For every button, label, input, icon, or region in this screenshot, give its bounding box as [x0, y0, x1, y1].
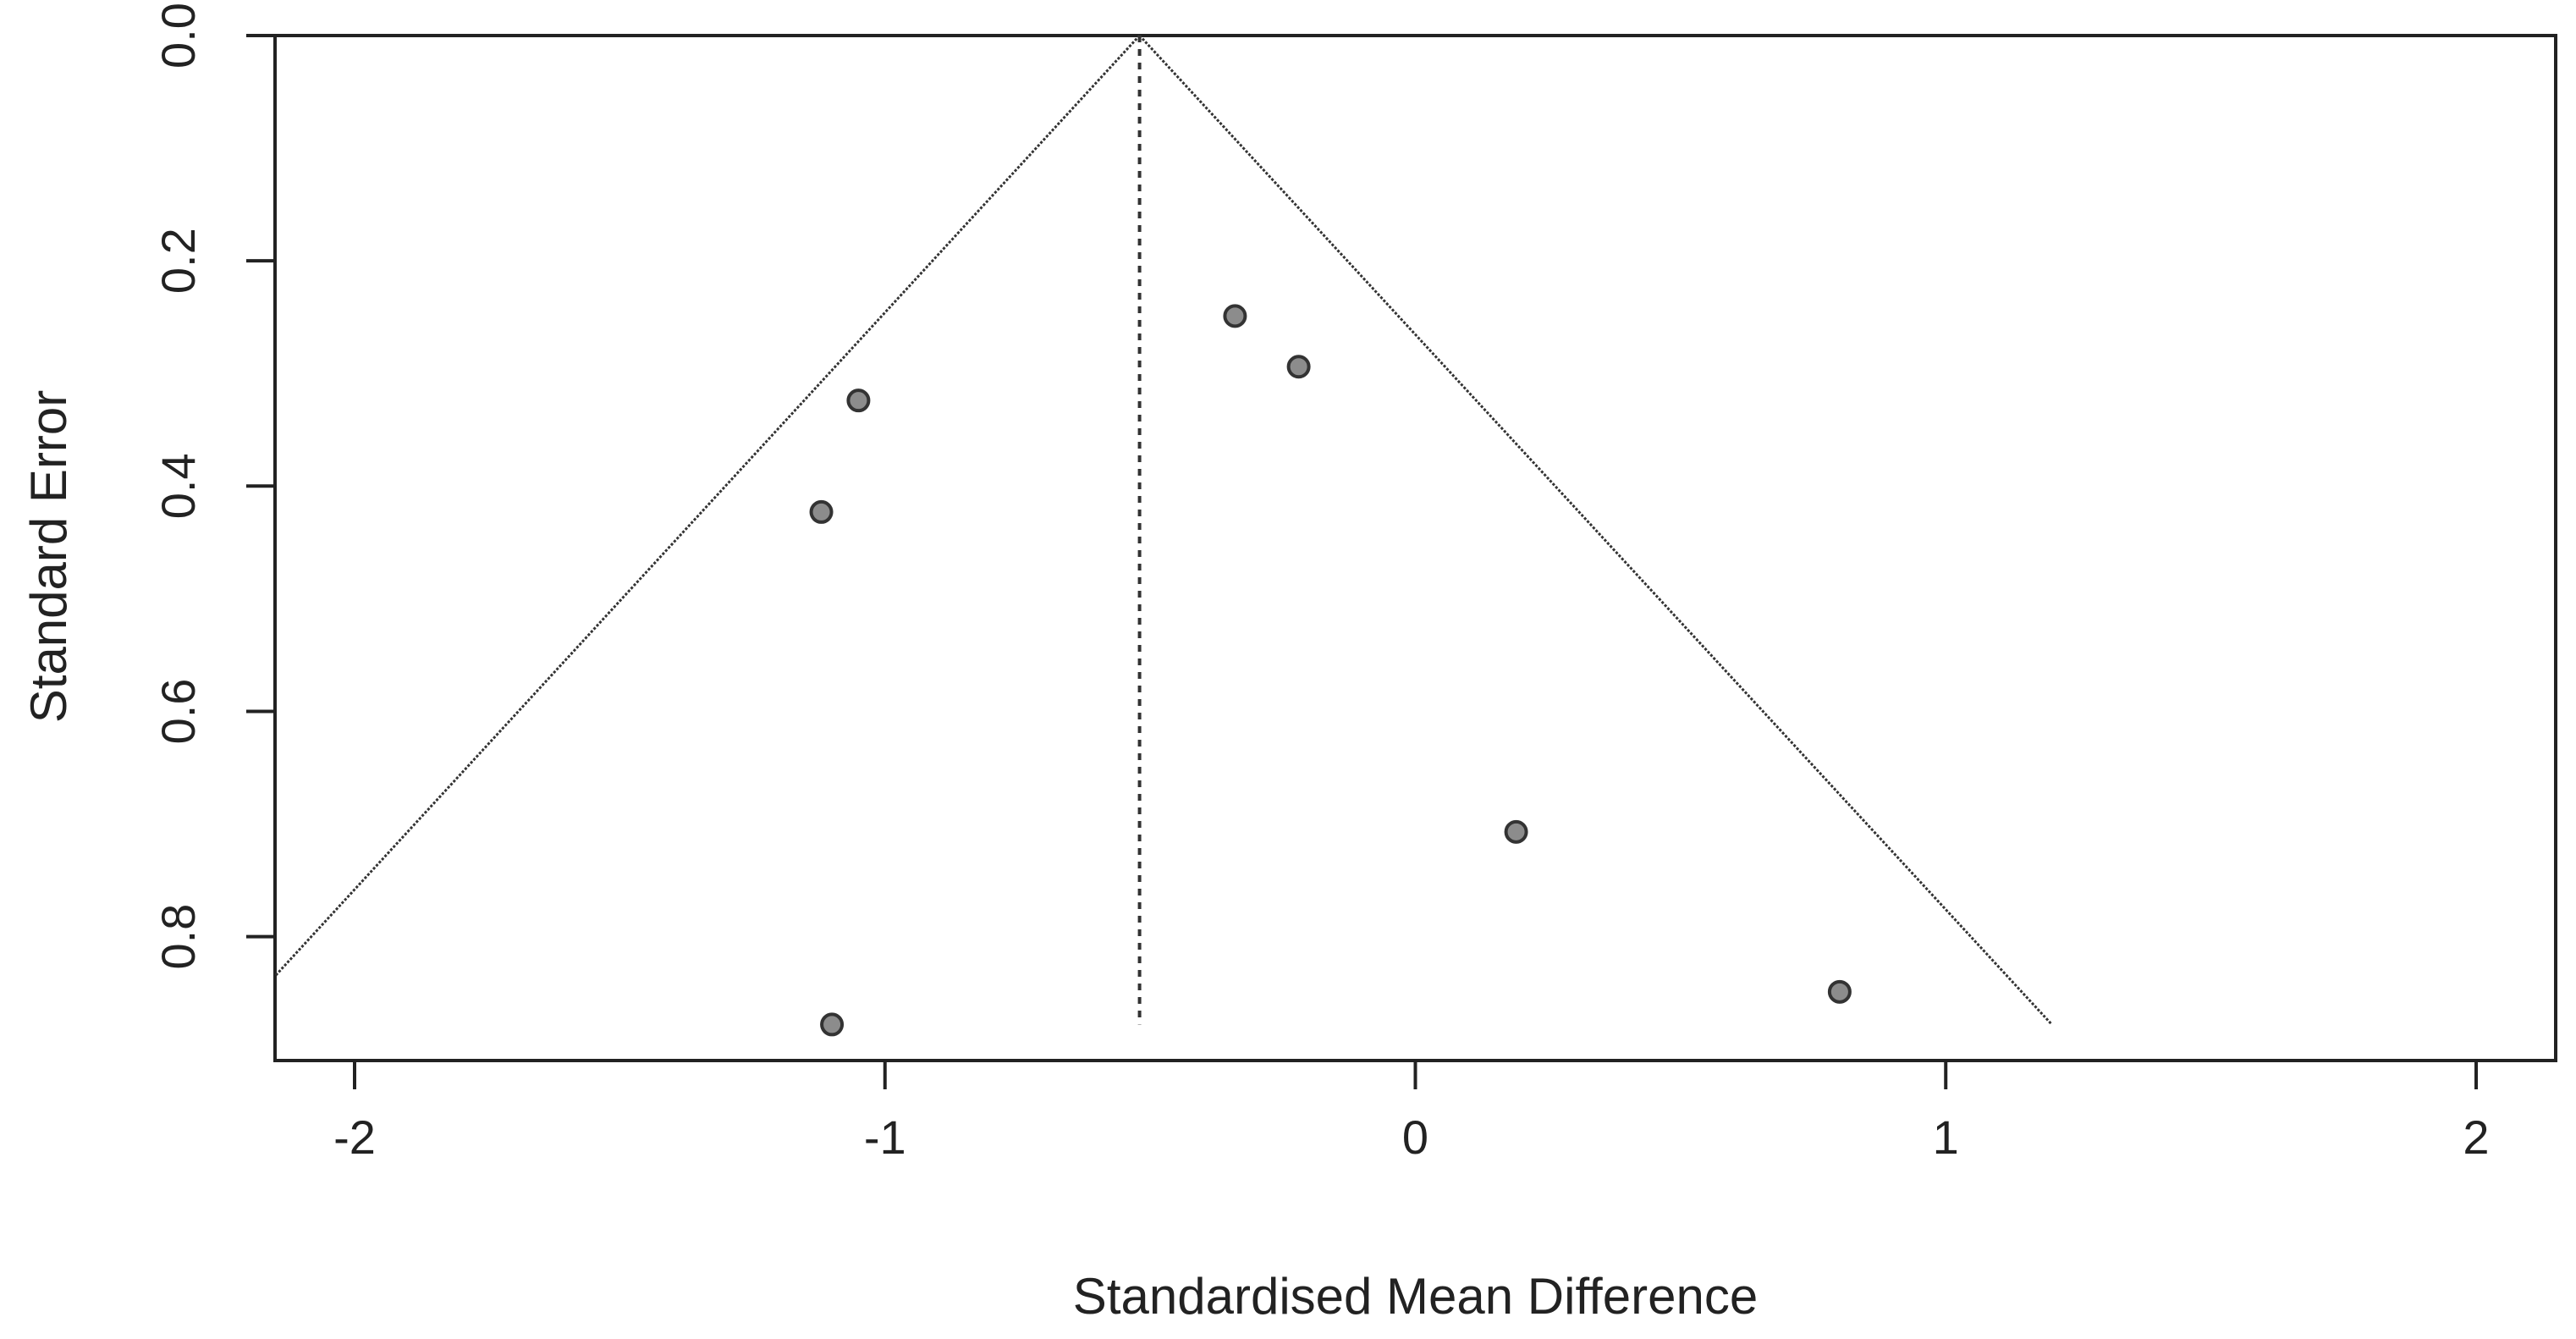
x-axis: -2 -1 0 1 2 [333, 1061, 2490, 1164]
data-point [820, 1012, 845, 1037]
x-tick-label: -1 [864, 1110, 906, 1164]
data-point [1504, 819, 1528, 844]
y-tick-label: 0.0 [151, 3, 205, 69]
funnel-left-line [273, 34, 1141, 978]
y-tick-label: 0.2 [151, 228, 205, 294]
x-tick-label: 2 [2463, 1110, 2489, 1164]
y-axis: 0.0 0.2 0.4 0.6 0.8 [151, 3, 275, 970]
y-tick-label: 0.6 [151, 679, 205, 745]
x-axis-title: Standardised Mean Difference [1073, 1268, 1758, 1325]
x-tick-label: 0 [1402, 1110, 1428, 1164]
data-point [1286, 355, 1311, 379]
funnel-lines [273, 34, 2053, 1026]
x-tick-label: -2 [333, 1110, 376, 1164]
y-axis-title: Standard Error [20, 390, 77, 724]
plot-frame [273, 34, 2557, 1062]
funnel-right-line [1138, 34, 2053, 1026]
data-point [1827, 979, 1852, 1004]
y-tick-label: 0.4 [151, 453, 205, 519]
data-points [809, 304, 1852, 1037]
x-tick-label: 1 [1933, 1110, 1959, 1164]
y-tick-label: 0.8 [151, 904, 205, 970]
data-point [1223, 304, 1247, 328]
data-point [809, 499, 834, 524]
data-point [846, 388, 871, 413]
